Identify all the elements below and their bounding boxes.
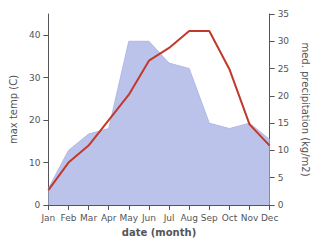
svg-text:May: May bbox=[120, 213, 139, 223]
svg-text:0: 0 bbox=[35, 200, 41, 210]
svg-text:Dec: Dec bbox=[261, 213, 278, 223]
svg-text:Jul: Jul bbox=[163, 213, 175, 223]
svg-text:0: 0 bbox=[278, 200, 284, 210]
svg-text:30: 30 bbox=[29, 73, 41, 83]
svg-text:20: 20 bbox=[29, 115, 41, 125]
svg-text:med. precipitation (kg/m2): med. precipitation (kg/m2) bbox=[300, 42, 311, 176]
svg-text:15: 15 bbox=[278, 118, 289, 128]
svg-text:date (month): date (month) bbox=[122, 227, 196, 238]
svg-text:5: 5 bbox=[278, 173, 284, 183]
svg-text:10: 10 bbox=[29, 158, 41, 168]
svg-text:Mar: Mar bbox=[80, 213, 97, 223]
svg-text:35: 35 bbox=[278, 9, 289, 19]
svg-text:25: 25 bbox=[278, 64, 289, 74]
svg-text:40: 40 bbox=[29, 30, 41, 40]
svg-text:Feb: Feb bbox=[61, 213, 77, 223]
svg-text:Jun: Jun bbox=[141, 213, 156, 223]
svg-text:20: 20 bbox=[278, 91, 290, 101]
svg-text:Nov: Nov bbox=[241, 213, 259, 223]
svg-text:Apr: Apr bbox=[101, 213, 117, 223]
svg-text:max temp (C): max temp (C) bbox=[8, 75, 19, 144]
svg-text:Sep: Sep bbox=[201, 213, 218, 223]
svg-text:Oct: Oct bbox=[222, 213, 238, 223]
svg-text:30: 30 bbox=[278, 36, 290, 46]
svg-text:10: 10 bbox=[278, 145, 290, 155]
svg-text:Jan: Jan bbox=[40, 213, 55, 223]
svg-text:Aug: Aug bbox=[180, 213, 198, 223]
